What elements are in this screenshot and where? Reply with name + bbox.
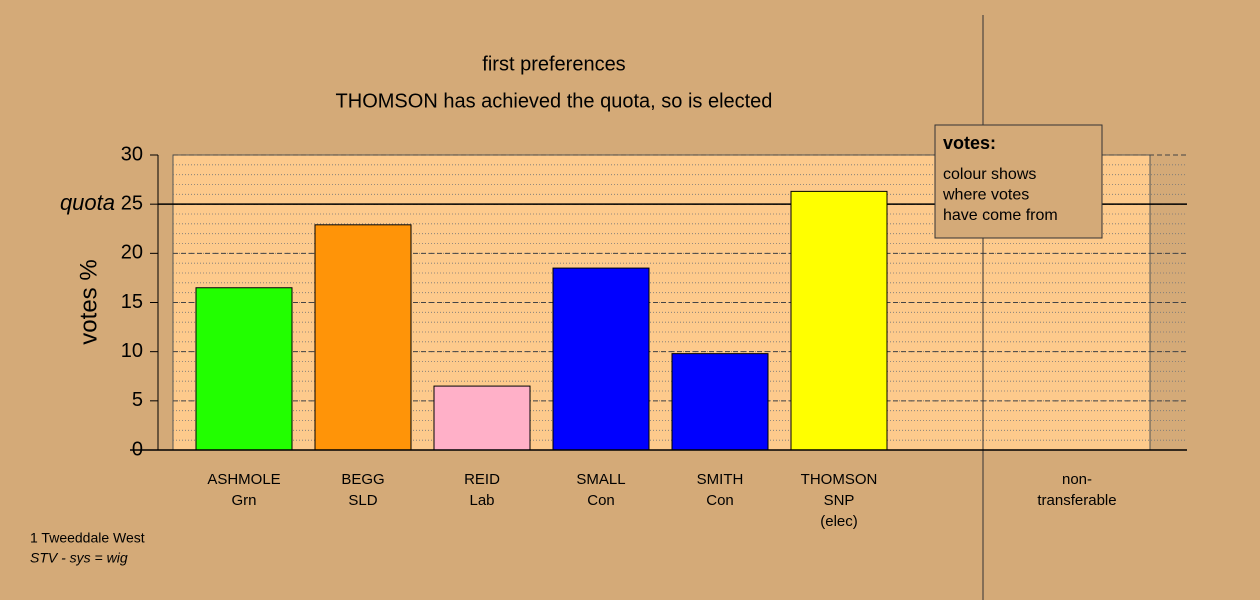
y-tick-label: 30 — [121, 143, 143, 165]
legend-box — [934, 124, 1103, 239]
x-tick-label: Con — [587, 492, 615, 509]
y-axis-label: votes % — [75, 259, 102, 344]
x-tick-label: SMITH — [697, 471, 744, 488]
footer-text: 1 Tweeddale West — [30, 530, 145, 546]
x-tick-label: REID — [464, 471, 500, 488]
y-tick-label: 20 — [121, 242, 143, 264]
chart-subtitle: THOMSON has achieved the quota, so is el… — [336, 90, 773, 112]
x-tick-label: ASHMOLE — [207, 471, 280, 488]
bar — [433, 385, 531, 451]
x-tick-label: Lab — [469, 492, 494, 509]
quota-label: quota — [60, 190, 115, 215]
bar — [552, 267, 650, 451]
y-tick-label: 5 — [132, 389, 143, 411]
x-tick-label: (elec) — [820, 513, 858, 530]
legend-text: where votes — [942, 187, 1029, 204]
legend-title: votes: — [943, 133, 996, 153]
legend-text: colour shows — [943, 166, 1036, 183]
legend-text: have come from — [943, 207, 1058, 224]
x-tick-label: non- — [1062, 471, 1092, 488]
x-tick-label: transferable — [1037, 492, 1116, 509]
bar — [671, 353, 769, 451]
y-tick-label: 15 — [121, 291, 143, 313]
y-tick-label: 10 — [121, 340, 143, 362]
x-tick-label: SNP — [824, 492, 855, 509]
x-tick-label: Con — [706, 492, 734, 509]
bar — [195, 287, 293, 451]
x-tick-label: SMALL — [576, 471, 625, 488]
x-tick-label: SLD — [348, 492, 377, 509]
x-tick-label: Grn — [231, 492, 256, 509]
bar — [314, 224, 412, 451]
y-tick-label: 25 — [121, 192, 143, 214]
chart-title: first preferences — [482, 53, 625, 75]
x-tick-label: BEGG — [341, 471, 384, 488]
bar — [790, 190, 888, 451]
footer-text: STV - sys = wig — [30, 550, 128, 566]
x-tick-label: THOMSON — [801, 471, 878, 488]
